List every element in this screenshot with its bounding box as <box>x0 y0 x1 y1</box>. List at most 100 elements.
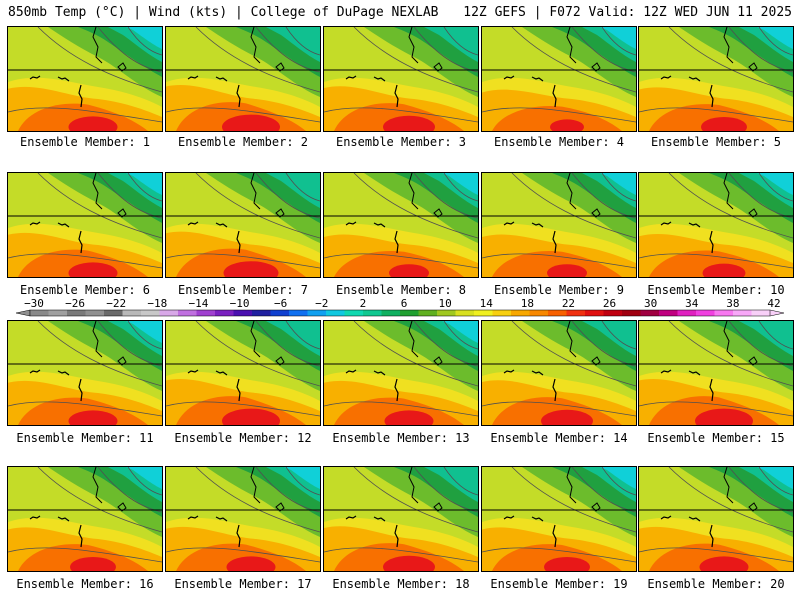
ensemble-member-label: Ensemble Member: 14 <box>490 431 628 445</box>
temperature-map <box>324 27 478 131</box>
colorbar-segment <box>326 310 345 316</box>
model-valid-time: 12Z GEFS | F072 Valid: 12Z WED JUN 11 20… <box>463 5 792 20</box>
colorbar-segment <box>603 310 623 316</box>
colorbar-tick-label: 38 <box>726 298 739 310</box>
colorbar-segment <box>141 310 160 316</box>
ensemble-map-panel <box>323 320 479 426</box>
ensemble-member-label: Ensemble Member: 19 <box>490 577 628 591</box>
colorbar-segment <box>585 310 604 316</box>
colorbar-tick-label: 6 <box>401 298 408 310</box>
ensemble-map-panel <box>165 26 321 132</box>
colorbar-segment <box>492 310 512 316</box>
colorbar-segment <box>233 310 253 316</box>
colorbar-tick-label: 18 <box>521 298 534 310</box>
colorbar-segment <box>418 310 438 316</box>
colorbar-segment <box>733 310 752 316</box>
colorbar-segment <box>474 310 493 316</box>
ensemble-member-label: Ensemble Member: 17 <box>174 577 312 591</box>
colorbar-tick-label: −26 <box>65 298 85 310</box>
ensemble-map-panel <box>7 466 163 572</box>
temperature-map <box>639 321 793 425</box>
temperature-map <box>482 27 636 131</box>
ensemble-map-panel <box>165 466 321 572</box>
colorbar-tick-label: −14 <box>189 298 209 310</box>
colorbar-tick-label: 2 <box>360 298 367 310</box>
colorbar-tick-label: −22 <box>106 298 126 310</box>
colorbar-segment <box>215 310 234 316</box>
temperature-map <box>8 27 162 131</box>
colorbar-segment <box>252 310 271 316</box>
ensemble-member-label: Ensemble Member: 16 <box>16 577 154 591</box>
ensemble-map-panel <box>7 172 163 278</box>
colorbar-tick-label: 26 <box>603 298 616 310</box>
colorbar-segment <box>122 310 142 316</box>
colorbar-segment <box>67 310 86 316</box>
ensemble-member-label: Ensemble Member: 1 <box>19 135 151 149</box>
colorbar-tick-label: −6 <box>274 298 287 310</box>
colorbar-segment <box>48 310 68 316</box>
ensemble-map-panel <box>165 172 321 278</box>
temperature-map <box>8 173 162 277</box>
ensemble-map-panel <box>638 466 794 572</box>
temperature-map <box>8 467 162 571</box>
colorbar-segment <box>659 310 678 316</box>
ensemble-map-panel <box>323 26 479 132</box>
colorbar-segment <box>104 310 123 316</box>
ensemble-map-panel <box>7 320 163 426</box>
temperature-map <box>639 467 793 571</box>
temperature-map <box>166 321 320 425</box>
ensemble-member-label: Ensemble Member: 9 <box>493 283 625 297</box>
colorbar-segment <box>696 310 715 316</box>
colorbar-tick-label: −30 <box>24 298 44 310</box>
temperature-map <box>324 173 478 277</box>
temperature-map <box>324 467 478 571</box>
ensemble-member-label: Ensemble Member: 18 <box>332 577 470 591</box>
colorbar-segment <box>289 310 308 316</box>
temperature-map <box>166 467 320 571</box>
colorbar-segment <box>178 310 197 316</box>
colorbar-segment <box>400 310 419 316</box>
colorbar-tick-label: −10 <box>230 298 250 310</box>
ensemble-member-label: Ensemble Member: 5 <box>650 135 782 149</box>
colorbar-segment <box>511 310 530 316</box>
colorbar-tick-label: −2 <box>315 298 328 310</box>
ensemble-map-panel <box>481 172 637 278</box>
colorbar-segment <box>751 310 771 316</box>
temperature-map <box>482 173 636 277</box>
colorbar-min-arrow <box>15 309 31 317</box>
colorbar-segment <box>344 310 364 316</box>
colorbar-segment <box>529 310 549 316</box>
ensemble-map-panel <box>638 320 794 426</box>
colorbar-segment <box>455 310 475 316</box>
temperature-colorbar: −30 −26 −22 −18 −14 −10 −6 −2 2 6 10 14 18 22 26 30 34 38… <box>15 298 785 317</box>
colorbar-segment <box>270 310 290 316</box>
temperature-map <box>482 467 636 571</box>
ensemble-map-panel <box>7 26 163 132</box>
colorbar-segment <box>85 310 105 316</box>
ensemble-map-panel <box>481 320 637 426</box>
colorbar-segment <box>159 310 179 316</box>
colorbar-segment <box>307 310 327 316</box>
colorbar-segment <box>30 310 49 316</box>
ensemble-map-panel <box>638 172 794 278</box>
colorbar-segment <box>437 310 456 316</box>
ensemble-member-label: Ensemble Member: 13 <box>332 431 470 445</box>
ensemble-map-panel <box>165 320 321 426</box>
colorbar-segment <box>381 310 401 316</box>
colorbar-tick-label: 34 <box>685 298 699 310</box>
colorbar-tick-label: 22 <box>562 298 575 310</box>
ensemble-member-label: Ensemble Member: 2 <box>177 135 309 149</box>
temperature-map <box>324 321 478 425</box>
ensemble-member-label: Ensemble Member: 11 <box>16 431 154 445</box>
temperature-map <box>482 321 636 425</box>
ensemble-member-label: Ensemble Member: 6 <box>19 283 151 297</box>
ensemble-member-label: Ensemble Member: 7 <box>177 283 309 297</box>
temperature-map <box>166 173 320 277</box>
colorbar-tick-label: −18 <box>147 298 167 310</box>
map-title: 850mb Temp (°C) | Wind (kts) | College o… <box>8 5 439 20</box>
ensemble-map-panel <box>481 466 637 572</box>
ensemble-map-panel <box>323 172 479 278</box>
colorbar-segment <box>548 310 567 316</box>
colorbar-tick-label: 42 <box>767 298 780 310</box>
ensemble-member-label: Ensemble Member: 12 <box>174 431 312 445</box>
